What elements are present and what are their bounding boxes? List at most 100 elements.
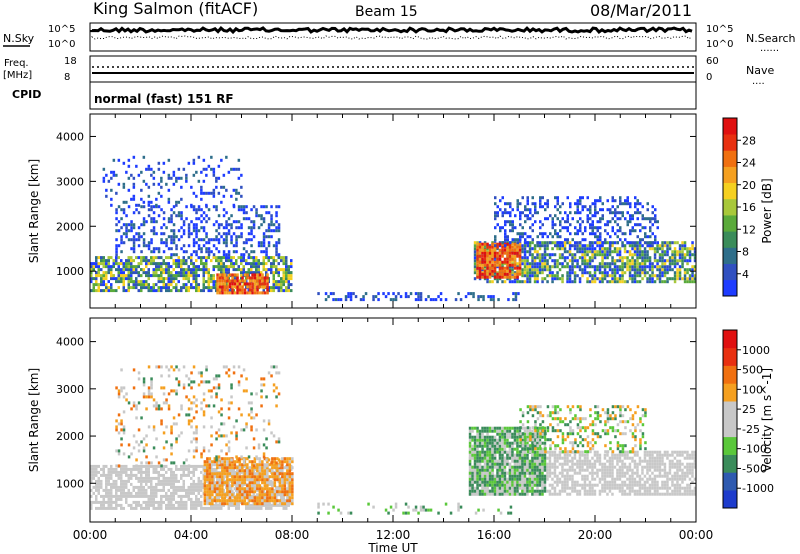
power-cell [207,268,210,272]
velocity-cell [206,496,209,500]
power-cell [192,205,196,209]
power-cell [464,295,468,299]
power-cell [243,282,247,286]
velocity-cell [261,496,264,500]
velocity-cell [241,499,244,503]
power-cell [613,250,617,254]
power-cell [230,223,233,227]
power-cell [137,232,141,236]
velocity-cell [291,481,294,485]
velocity-cell [243,487,247,491]
power-cell [142,238,146,242]
power-cell [561,226,564,230]
power-cell [125,268,128,272]
power-colorbar-swatch [723,166,737,183]
velocity-cell [112,500,115,504]
power-cell [140,286,143,290]
velocity-cell [127,491,130,495]
power-cell [227,223,231,227]
power-cell [251,276,254,280]
power-cell [207,250,211,254]
power-cell [202,274,205,278]
power-cell [285,280,288,284]
velocity-cell [115,491,118,495]
power-cell [170,220,173,224]
power-cell [636,262,639,266]
velocity-cell [115,482,118,486]
power-cell [541,253,544,257]
power-cell [574,202,577,206]
power-cell [506,269,509,273]
power-cell [616,277,619,281]
power-cell [105,259,108,263]
power-cell [150,262,153,266]
power-cell [668,259,672,263]
velocity-cell [251,478,254,482]
power-cell [571,259,574,263]
power-cell [192,250,196,254]
power-cell [137,271,140,275]
velocity-cell [115,506,118,510]
power-cell [519,223,522,227]
velocity-cell [252,491,255,495]
velocity-cell [132,485,135,489]
power-cell [654,235,657,239]
power-cell [275,205,278,209]
power-cell [594,241,597,245]
velocity-cell [286,472,289,476]
velocity-cell [160,488,163,492]
power-cell [583,265,587,269]
power-cell [521,271,524,275]
power-cell [265,268,268,272]
power-cell [262,262,265,266]
velocity-cell [228,493,232,497]
power-cell [280,283,283,287]
power-cell [185,277,188,281]
power-cell [127,286,130,290]
velocity-cell [102,473,105,477]
power-cell [601,217,604,221]
velocity-cell [251,496,254,500]
velocity-cell [283,490,287,494]
velocity-cell [147,494,150,498]
power-cell [457,292,460,296]
power-cell [476,257,479,261]
velocity-cell [110,494,113,498]
power-cell [120,226,123,230]
power-cell [267,223,271,227]
velocity-cell [165,425,168,429]
power-cell [549,241,552,245]
velocity-cell [150,497,153,501]
power-cell [147,208,151,212]
power-cell [262,289,265,293]
power-cell [105,265,108,269]
power-cell [236,276,239,280]
velocity-cell [248,493,252,497]
velocity-cell [248,487,252,491]
velocity-cell [190,440,193,444]
velocity-cell [230,431,233,435]
power-cell [228,291,232,295]
power-cell [272,229,276,233]
velocity-cell [241,466,244,470]
power-cell [120,208,123,212]
velocity-cell [251,481,254,485]
power-cell [668,247,672,251]
velocity-cell [150,392,153,396]
power-cell [591,232,594,236]
velocity-cell [243,496,247,500]
velocity-cell [256,463,259,467]
power-cell [681,250,684,254]
power-cell [195,250,198,254]
power-cell [613,259,617,263]
power-cell [581,271,584,275]
velocity-cell [90,476,93,480]
power-cell [235,244,238,248]
velocity-cell [135,476,138,480]
power-cell [693,259,697,263]
power-cell [137,211,141,215]
velocity-cell [172,503,175,507]
power-cell [175,265,178,269]
power-cell [192,265,195,269]
power-cell [644,226,647,230]
